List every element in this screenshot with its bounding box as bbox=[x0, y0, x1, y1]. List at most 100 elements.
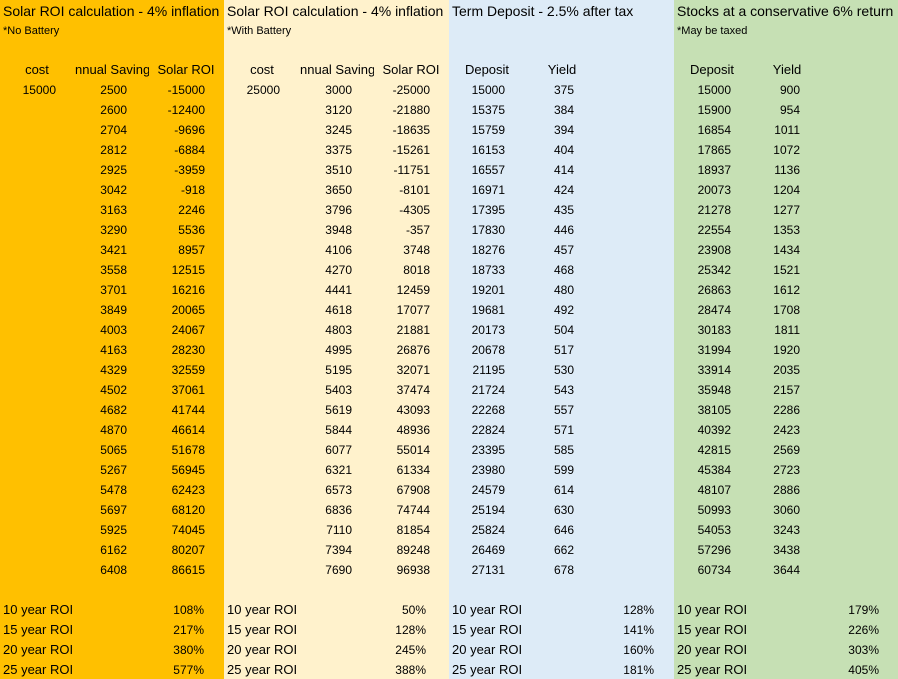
roi-label[interactable]: 20 year ROI bbox=[3, 642, 74, 657]
table-cell[interactable]: 20065 bbox=[171, 303, 205, 317]
table-cell[interactable]: 543 bbox=[553, 383, 574, 397]
table-cell[interactable]: 404 bbox=[553, 143, 574, 157]
table-cell[interactable]: 15375 bbox=[471, 103, 505, 117]
table-cell[interactable]: 31994 bbox=[697, 343, 731, 357]
table-cell[interactable]: 89248 bbox=[396, 543, 430, 557]
cost-value[interactable]: 15000 bbox=[22, 83, 56, 97]
table-cell[interactable]: 3243 bbox=[773, 523, 800, 537]
table-cell[interactable]: 3558 bbox=[100, 263, 127, 277]
table-cell[interactable]: 23980 bbox=[471, 463, 505, 477]
table-cell[interactable]: 3163 bbox=[100, 203, 127, 217]
header-cost[interactable]: cost bbox=[25, 62, 49, 77]
table-cell[interactable]: 599 bbox=[553, 463, 574, 477]
panel-title[interactable]: Stocks at a conservative 6% return bbox=[677, 3, 894, 19]
table-cell[interactable]: 678 bbox=[553, 563, 574, 577]
table-cell[interactable]: 41744 bbox=[171, 403, 205, 417]
table-cell[interactable]: 20173 bbox=[471, 323, 505, 337]
table-cell[interactable]: 3120 bbox=[325, 103, 352, 117]
table-cell[interactable]: 27131 bbox=[471, 563, 505, 577]
table-cell[interactable]: 12515 bbox=[171, 263, 205, 277]
table-cell[interactable]: 3375 bbox=[325, 143, 352, 157]
table-cell[interactable]: 1136 bbox=[774, 163, 800, 177]
header-deposit[interactable]: Deposit bbox=[689, 62, 735, 77]
table-cell[interactable]: 3650 bbox=[325, 183, 352, 197]
table-cell[interactable]: 19681 bbox=[471, 303, 505, 317]
table-cell[interactable]: -15000 bbox=[167, 83, 205, 97]
table-cell[interactable]: 42815 bbox=[697, 443, 731, 457]
table-cell[interactable]: 56945 bbox=[171, 463, 205, 477]
table-cell[interactable]: 6162 bbox=[100, 543, 127, 557]
table-cell[interactable]: 1353 bbox=[773, 223, 800, 237]
table-cell[interactable]: 2812 bbox=[100, 143, 127, 157]
table-cell[interactable]: 435 bbox=[553, 203, 574, 217]
cost-value[interactable]: 25000 bbox=[246, 83, 280, 97]
table-cell[interactable]: 15000 bbox=[471, 83, 505, 97]
table-cell[interactable]: 1072 bbox=[773, 143, 800, 157]
table-cell[interactable]: -357 bbox=[405, 223, 430, 237]
table-cell[interactable]: 48107 bbox=[697, 483, 731, 497]
roi-value[interactable]: 128% bbox=[623, 603, 654, 617]
table-cell[interactable]: 74045 bbox=[171, 523, 205, 537]
table-cell[interactable]: 20678 bbox=[471, 343, 505, 357]
table-cell[interactable]: 7110 bbox=[326, 523, 352, 537]
table-cell[interactable]: 1204 bbox=[773, 183, 800, 197]
table-cell[interactable]: 28230 bbox=[171, 343, 205, 357]
table-cell[interactable]: 28474 bbox=[697, 303, 731, 317]
table-cell[interactable]: -9696 bbox=[174, 123, 205, 137]
table-cell[interactable]: 32559 bbox=[171, 363, 205, 377]
roi-value[interactable]: 217% bbox=[173, 623, 204, 637]
header-yield[interactable]: Yield bbox=[772, 62, 802, 77]
roi-label[interactable]: 25 year ROI bbox=[227, 662, 298, 677]
table-cell[interactable]: 2600 bbox=[100, 103, 127, 117]
table-cell[interactable]: 5267 bbox=[100, 463, 127, 477]
table-cell[interactable]: 4003 bbox=[100, 323, 127, 337]
table-cell[interactable]: 5195 bbox=[325, 363, 352, 377]
table-cell[interactable]: 1708 bbox=[773, 303, 800, 317]
table-cell[interactable]: 954 bbox=[779, 103, 800, 117]
table-cell[interactable]: 8018 bbox=[403, 263, 430, 277]
table-cell[interactable]: 37474 bbox=[396, 383, 430, 397]
header-annual-saving[interactable]: nnual Saving bbox=[300, 62, 374, 77]
table-cell[interactable]: 3421 bbox=[100, 243, 127, 257]
table-cell[interactable]: -11751 bbox=[393, 163, 430, 177]
table-cell[interactable]: 2723 bbox=[773, 463, 800, 477]
table-cell[interactable]: 18733 bbox=[471, 263, 505, 277]
table-cell[interactable]: 3000 bbox=[325, 83, 352, 97]
table-cell[interactable]: 30183 bbox=[697, 323, 731, 337]
table-cell[interactable]: 3644 bbox=[773, 563, 800, 577]
table-cell[interactable]: 446 bbox=[553, 223, 574, 237]
table-cell[interactable]: 16854 bbox=[697, 123, 731, 137]
table-cell[interactable]: 26876 bbox=[396, 343, 430, 357]
table-cell[interactable]: 2569 bbox=[773, 443, 800, 457]
header-annual-saving[interactable]: nnual Saving bbox=[75, 62, 149, 77]
table-cell[interactable]: 24579 bbox=[471, 483, 505, 497]
table-cell[interactable]: 7690 bbox=[325, 563, 352, 577]
panel-title[interactable]: Term Deposit - 2.5% after tax bbox=[452, 3, 634, 19]
table-cell[interactable]: 4270 bbox=[325, 263, 352, 277]
roi-value[interactable]: 50% bbox=[401, 603, 426, 617]
table-cell[interactable]: 4106 bbox=[325, 243, 352, 257]
table-cell[interactable]: 630 bbox=[553, 503, 574, 517]
table-cell[interactable]: 384 bbox=[553, 103, 574, 117]
header-cost[interactable]: cost bbox=[250, 62, 274, 77]
roi-value[interactable]: 179% bbox=[848, 603, 879, 617]
roi-value[interactable]: 226% bbox=[848, 623, 879, 637]
table-cell[interactable]: 557 bbox=[553, 403, 574, 417]
table-cell[interactable]: 61334 bbox=[396, 463, 430, 477]
table-cell[interactable]: -918 bbox=[180, 183, 205, 197]
table-cell[interactable]: -18635 bbox=[392, 123, 430, 137]
roi-label[interactable]: 10 year ROI bbox=[3, 602, 74, 617]
table-cell[interactable]: 18937 bbox=[697, 163, 731, 177]
table-cell[interactable]: 3849 bbox=[100, 303, 127, 317]
table-cell[interactable]: 3290 bbox=[100, 223, 127, 237]
table-cell[interactable]: 5697 bbox=[100, 503, 127, 517]
table-cell[interactable]: -3959 bbox=[174, 163, 205, 177]
table-cell[interactable]: 21278 bbox=[697, 203, 731, 217]
table-cell[interactable]: 46614 bbox=[171, 423, 205, 437]
table-cell[interactable]: 6077 bbox=[325, 443, 352, 457]
table-cell[interactable]: 81854 bbox=[396, 523, 430, 537]
table-cell[interactable]: 414 bbox=[553, 163, 574, 177]
table-cell[interactable]: 21881 bbox=[396, 323, 430, 337]
roi-label[interactable]: 25 year ROI bbox=[677, 662, 748, 677]
table-cell[interactable]: 38105 bbox=[697, 403, 731, 417]
